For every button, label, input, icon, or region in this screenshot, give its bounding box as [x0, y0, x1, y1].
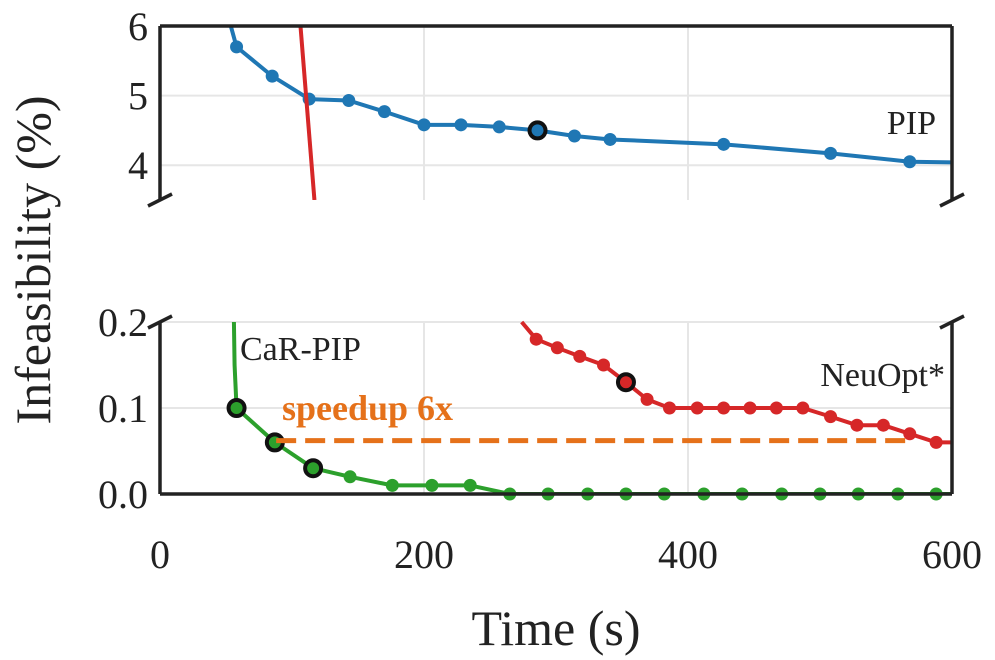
neuopt-point	[850, 418, 864, 432]
neuopt-upper-line	[298, 26, 317, 200]
y-axis-label: Infeasibility (%)	[5, 95, 61, 424]
upper-panel-grid	[159, 25, 953, 200]
break-mark-upper-right	[939, 192, 965, 208]
neuopt-point	[640, 392, 654, 406]
lower-y-tick-label: 0.2	[98, 300, 148, 345]
upper-y-tick-label: 5	[128, 74, 148, 119]
pip-point	[903, 155, 917, 169]
lower-panel-series	[226, 320, 952, 501]
neuopt-highlighted-point	[615, 372, 636, 393]
pip-point	[377, 105, 391, 119]
pip-point	[342, 93, 356, 107]
x-axis-label: Time (s)	[471, 600, 640, 656]
pip-point	[417, 118, 431, 132]
neuopt-point	[903, 427, 917, 441]
neuopt-point	[769, 401, 783, 415]
car-pip-line	[231, 321, 952, 494]
pip-point	[492, 120, 506, 134]
neuopt-point	[573, 349, 587, 363]
car-pip-highlighted-point	[226, 398, 247, 418]
car-pip-highlighted-point	[303, 458, 324, 479]
lower-y-tick-label: 0.0	[98, 472, 148, 517]
neuopt-point	[529, 332, 543, 346]
neuopt-point	[743, 401, 757, 415]
car-pip-point	[463, 478, 477, 492]
pip-series-label: PIP	[887, 105, 936, 142]
neuopt-point	[876, 418, 890, 432]
break-mark-upper-left	[147, 192, 173, 208]
upper-panel-series	[228, 26, 952, 200]
neuopt-point	[824, 410, 838, 424]
upper-panel-y-ticks: 4 5 6	[128, 4, 148, 188]
neuopt-point	[550, 341, 564, 355]
x-tick-label: 0	[150, 532, 170, 577]
car-pip-point	[343, 470, 357, 484]
car-pip-series-label: CaR-PIP	[240, 331, 361, 368]
x-tick-label: 200	[394, 532, 454, 577]
pip-point	[454, 118, 468, 132]
pip-point	[567, 129, 581, 143]
speedup-annotation-label: speedup 6x	[282, 388, 453, 428]
pip-point	[824, 146, 838, 160]
x-axis-ticks: 0 200 400 600	[150, 532, 982, 577]
neuopt-point	[690, 401, 704, 415]
pip-point	[230, 40, 244, 54]
lower-panel-y-ticks: 0.0 0.1 0.2	[98, 300, 148, 517]
upper-y-tick-label: 4	[128, 143, 148, 188]
x-tick-label: 600	[922, 532, 982, 577]
pip-point	[717, 137, 731, 151]
neuopt-series-label: NeuOpt*	[820, 357, 945, 394]
neuopt-point	[663, 401, 677, 415]
car-pip-point	[425, 478, 439, 492]
neuopt-point	[796, 401, 810, 415]
neuopt-point	[597, 358, 611, 372]
neuopt-point	[929, 435, 943, 449]
break-mark-lower-right	[939, 314, 965, 330]
lower-y-tick-label: 0.1	[98, 386, 148, 431]
upper-y-tick-label: 6	[128, 4, 148, 49]
x-tick-label: 400	[658, 532, 718, 577]
car-pip-point	[385, 478, 399, 492]
pip-line	[228, 26, 952, 165]
break-mark-lower-left	[147, 314, 173, 330]
pip-highlighted-point	[527, 120, 548, 141]
pip-point	[265, 69, 279, 83]
panel-frames	[147, 24, 965, 496]
neuopt-point	[717, 401, 731, 415]
pip-point	[603, 132, 617, 146]
